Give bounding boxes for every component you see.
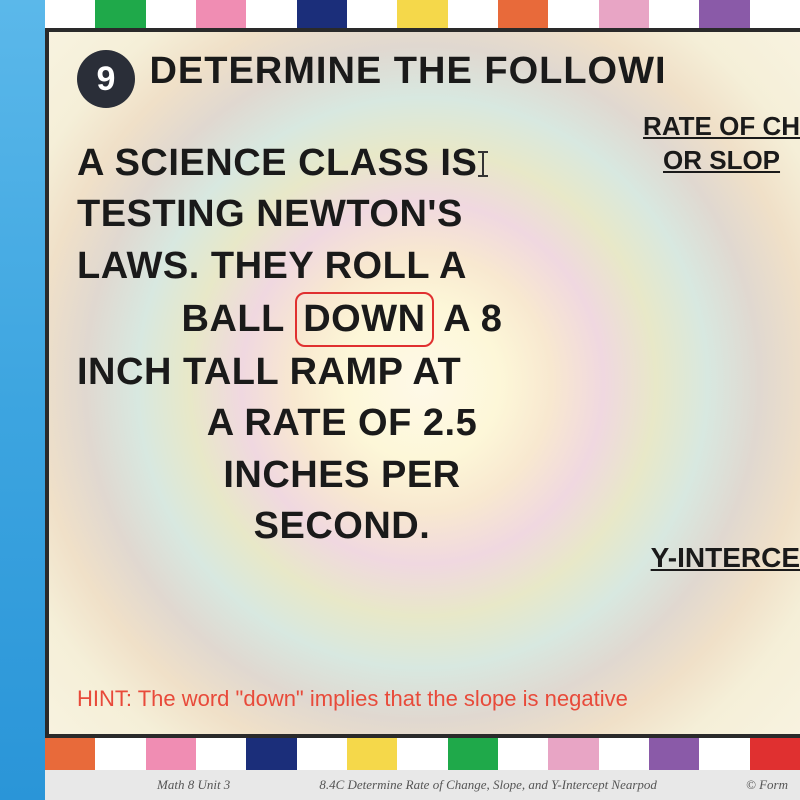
rate-line-1: RATE OF CH bbox=[643, 111, 800, 141]
color-segment bbox=[750, 738, 800, 770]
color-segment bbox=[45, 738, 95, 770]
color-segment bbox=[599, 0, 649, 28]
color-segment bbox=[498, 0, 548, 28]
color-segment bbox=[397, 738, 447, 770]
color-segment bbox=[246, 0, 296, 28]
rate-line-2: OR SLOP bbox=[663, 145, 780, 175]
color-segment bbox=[45, 0, 95, 28]
text-cursor-icon bbox=[477, 151, 489, 179]
hint-text: HINT: The word "down" implies that the s… bbox=[77, 686, 628, 712]
rate-of-change-label: RATE OF CH OR SLOP bbox=[643, 110, 800, 178]
header-row: 9 DETERMINE THE FOLLOWI bbox=[77, 50, 800, 108]
color-segment bbox=[448, 738, 498, 770]
color-segment bbox=[649, 0, 699, 28]
color-segment bbox=[599, 738, 649, 770]
color-segment bbox=[548, 0, 598, 28]
problem-line-4: BALL DOWN A 8 bbox=[77, 292, 607, 347]
color-segment bbox=[196, 738, 246, 770]
color-segment bbox=[347, 0, 397, 28]
color-segment bbox=[649, 738, 699, 770]
highlighted-word-down: DOWN bbox=[295, 292, 433, 347]
color-segment bbox=[95, 738, 145, 770]
color-segment bbox=[146, 738, 196, 770]
y-intercept-label: Y-INTERCE bbox=[651, 542, 800, 574]
question-number-badge: 9 bbox=[77, 50, 135, 108]
color-segment bbox=[95, 0, 145, 28]
color-segment bbox=[498, 738, 548, 770]
problem-line-2: TESTING NEWTON'S bbox=[77, 189, 607, 240]
footer-bar: Math 8 Unit 3 8.4C Determine Rate of Cha… bbox=[45, 770, 800, 800]
problem-line-6: A RATE OF 2.5 bbox=[77, 398, 607, 449]
color-segment bbox=[297, 738, 347, 770]
color-segment bbox=[548, 738, 598, 770]
color-segment bbox=[750, 0, 800, 28]
bottom-color-strip bbox=[45, 738, 800, 770]
color-segment bbox=[146, 0, 196, 28]
top-color-strip bbox=[45, 0, 800, 28]
problem-line-5: INCH TALL RAMP AT bbox=[77, 347, 607, 398]
slide-panel: 9 DETERMINE THE FOLLOWI RATE OF CH OR SL… bbox=[45, 28, 800, 738]
desktop-background bbox=[0, 0, 45, 800]
footer-right: © Form bbox=[746, 777, 788, 793]
footer-left: Math 8 Unit 3 bbox=[157, 777, 230, 793]
problem-line-8: SECOND. bbox=[77, 501, 607, 552]
color-segment bbox=[347, 738, 397, 770]
color-segment bbox=[297, 0, 347, 28]
slide-title: DETERMINE THE FOLLOWI bbox=[149, 50, 666, 93]
color-segment bbox=[699, 0, 749, 28]
color-segment bbox=[448, 0, 498, 28]
problem-line-1: A SCIENCE CLASS IS bbox=[77, 138, 607, 189]
color-segment bbox=[699, 738, 749, 770]
color-segment bbox=[246, 738, 296, 770]
footer-center: 8.4C Determine Rate of Change, Slope, an… bbox=[230, 777, 746, 793]
color-segment bbox=[397, 0, 447, 28]
problem-line-3: LAWS. THEY ROLL A bbox=[77, 241, 607, 292]
problem-line-7: INCHES PER bbox=[77, 450, 607, 501]
color-segment bbox=[196, 0, 246, 28]
problem-text: A SCIENCE CLASS IS TESTING NEWTON'S LAWS… bbox=[77, 138, 607, 552]
